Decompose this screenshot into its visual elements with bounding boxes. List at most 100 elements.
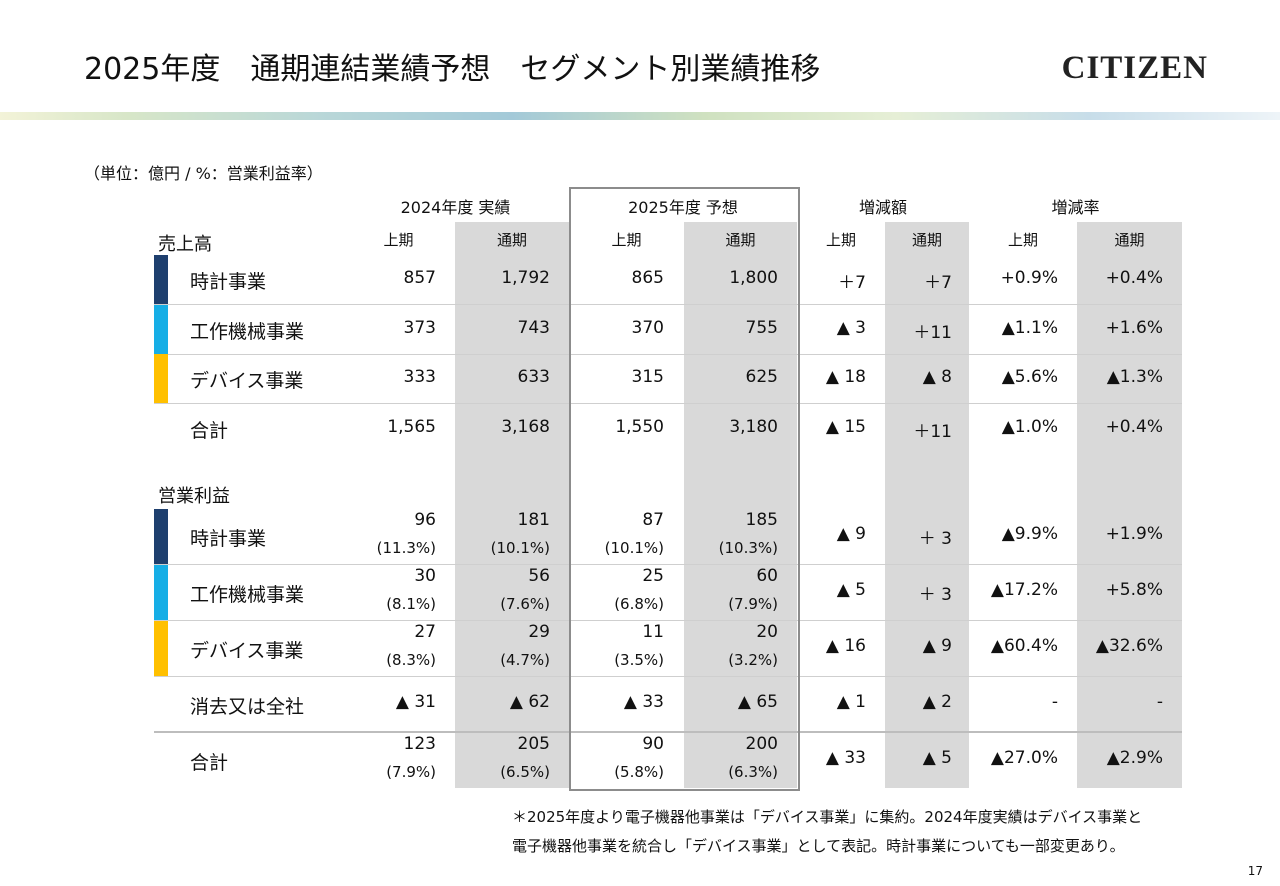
cell-change: +5.8%: [1105, 580, 1163, 600]
section-operating-profit: 営業利益: [158, 486, 230, 507]
cell-value: ▲ 3: [836, 318, 866, 338]
shade-col-rate-full: [1077, 222, 1182, 788]
cell-value: ▲ 65: [737, 692, 778, 712]
group-2024-actual: 2024年度 実績: [400, 198, 511, 217]
cell-value: 29: [528, 622, 550, 642]
sub-header: 上期: [611, 231, 642, 249]
forecast-frame: [569, 187, 800, 791]
row-label: 工作機械事業: [190, 321, 305, 343]
cell-change: ▲ 16: [825, 636, 866, 656]
cell-change: ▲ 33: [825, 748, 866, 768]
group-2025-forecast: 2025年度 予想: [628, 198, 738, 217]
cell-margin-pct: (7.6%): [500, 595, 550, 613]
cell-value: ▲ 18: [825, 367, 866, 387]
sub-header: 上期: [383, 231, 414, 249]
cell-value: 333: [403, 367, 436, 387]
cell-value: 3,180: [729, 417, 778, 437]
cell-value: ▲ 8: [922, 367, 952, 387]
profit-row: 時計事業 96 (11.3%) 181 (10.1%) 87 (10.1%) 185 (10.3…: [154, 509, 1182, 565]
cell-value: 181: [517, 510, 550, 530]
citizen-logo: CITIZEN: [1061, 50, 1208, 86]
cell-margin-pct: (6.3%): [728, 763, 778, 781]
cell-change: ▲ 5: [922, 748, 952, 768]
group-change-rate: 増減率: [1051, 198, 1100, 217]
cell-margin-pct: (11.3%): [376, 539, 436, 557]
row-label: デバイス事業: [190, 370, 304, 392]
cell-change: +1.9%: [1105, 524, 1163, 544]
cell-value: 865: [631, 268, 664, 288]
cell-value: 20: [756, 622, 778, 642]
sub-header: 通期: [911, 231, 942, 249]
cell-margin-pct: (6.8%): [614, 595, 664, 613]
cell-value: ▲ 31: [395, 692, 436, 712]
cell-value: 1,792: [501, 268, 550, 288]
total-divider: [154, 731, 1182, 733]
cell-change: ▲ 5: [836, 580, 866, 600]
cell-value: 1,565: [387, 417, 436, 437]
cell-change: ▲ 9: [836, 524, 866, 544]
section-sales: 売上高: [158, 234, 212, 255]
cell-value: ▲ 33: [623, 692, 664, 712]
page-number: 17: [1247, 864, 1263, 878]
unit-note: （単位：億円 / %：営業利益率）: [84, 164, 323, 183]
sales-row: 時計事業 857 1,792 865 1,800 ＋7 ＋7 +0.9% +0.4%: [154, 255, 1182, 305]
cell-value: 633: [517, 367, 550, 387]
cell-value: 90: [642, 734, 664, 754]
cell-value: +0.9%: [1000, 268, 1058, 288]
cell-margin-pct: (8.3%): [386, 651, 436, 669]
shade-col-2024-full: [455, 222, 569, 788]
cell-value: 30: [414, 566, 436, 586]
profit-row: 合計 123 (7.9%) 205 (6.5%) 90 (5.8%) 200 (6.3%) ▲ 3…: [154, 733, 1182, 789]
cell-value: 755: [745, 318, 778, 338]
cell-value: ＋11: [913, 323, 952, 343]
cell-value: 1,550: [615, 417, 664, 437]
cell-value: 370: [631, 318, 664, 338]
cell-change: ＋ 3: [918, 529, 952, 549]
sub-header: 上期: [825, 231, 856, 249]
row-label: 合計: [190, 420, 229, 442]
cell-margin-pct: (10.3%): [718, 539, 778, 557]
cell-value: +0.4%: [1105, 268, 1163, 288]
row-label: 合計: [190, 752, 229, 774]
profit-row: 工作機械事業 30 (8.1%) 56 (7.6%) 25 (6.8%) 60 (7.9%) ▲ …: [154, 565, 1182, 621]
cell-change: ▲ 1: [836, 692, 866, 712]
sales-row: 合計 1,565 3,168 1,550 3,180 ▲ 15 ＋11 ▲1.0% +0.4%: [154, 404, 1182, 454]
row-label: 消去又は全社: [190, 696, 305, 718]
cell-change: -: [1051, 692, 1058, 712]
segment-color-bar: [154, 255, 168, 304]
cell-margin-pct: (10.1%): [490, 539, 550, 557]
cell-margin-pct: (3.2%): [728, 651, 778, 669]
row-label: 時計事業: [190, 271, 267, 293]
cell-change: ▲32.6%: [1095, 636, 1163, 656]
cell-value: ▲5.6%: [1001, 367, 1058, 387]
cell-value: ＋7: [838, 273, 866, 293]
cell-value: 56: [528, 566, 550, 586]
cell-value: 123: [403, 734, 436, 754]
cell-value: 743: [517, 318, 550, 338]
cell-change: ▲60.4%: [990, 636, 1058, 656]
footnote-line-1: ＊2025年度より電子機器他事業は「デバイス事業」に集約。2024年度実績はデバ…: [512, 808, 1143, 826]
profit-row: デバイス事業 27 (8.3%) 29 (4.7%) 11 (3.5%) 20 (3.2%) ▲ …: [154, 621, 1182, 677]
cell-value: 25: [642, 566, 664, 586]
cell-margin-pct: (3.5%): [614, 651, 664, 669]
segment-color-bar: [154, 354, 168, 403]
decorative-band: [0, 112, 1280, 120]
cell-value: 205: [517, 734, 550, 754]
sub-header: 通期: [496, 231, 527, 249]
footnote-line-2: 電子機器他事業を統合し「デバイス事業」として表記。時計事業についても一部変更あり…: [512, 837, 1125, 855]
cell-value: 1,800: [729, 268, 778, 288]
cell-change: ▲27.0%: [990, 748, 1058, 768]
cell-margin-pct: (7.9%): [728, 595, 778, 613]
segment-color-bar: [154, 565, 168, 620]
row-label: 時計事業: [190, 528, 267, 550]
sub-header: 通期: [725, 231, 756, 249]
profit-row: 消去又は全社 ▲ 31 ▲ 62 ▲ 33 ▲ 65 ▲ 1 ▲ 2 - -: [154, 677, 1182, 733]
cell-value: 200: [745, 734, 778, 754]
cell-value: ▲1.3%: [1106, 367, 1163, 387]
cell-value: 857: [403, 268, 436, 288]
cell-value: ＋7: [924, 273, 952, 293]
cell-change: ▲ 9: [922, 636, 952, 656]
segment-color-bar: [154, 621, 168, 676]
sales-row: 工作機械事業 373 743 370 755 ▲ 3 ＋11 ▲1.1% +1.6%: [154, 305, 1182, 355]
row-label: デバイス事業: [190, 640, 304, 662]
